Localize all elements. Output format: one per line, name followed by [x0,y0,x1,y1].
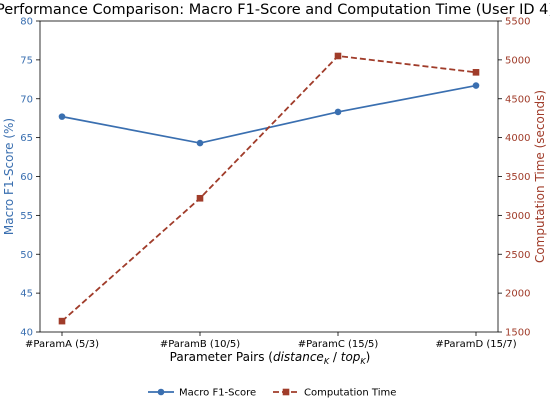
chart-title: Performance Comparison: Macro F1-Score a… [0,2,550,18]
y-left-tick-label: 45 [20,289,33,300]
legend-label: Macro F1-Score [179,388,256,399]
y-left-tick-label: 80 [20,17,33,28]
y-right-tick-label: 4500 [505,94,530,105]
data-point [472,82,480,89]
plot-frame [39,20,499,333]
y-left-tick-label: 50 [20,250,33,261]
y-left-tick-label: 65 [20,133,33,144]
y-left-tick-label: 75 [20,55,33,66]
y-right-tick-label: 4000 [505,133,530,144]
y-right-tick-label: 2000 [505,289,530,300]
y-left-tick-label: 60 [20,172,33,183]
y-left-tick-label: 70 [20,94,33,105]
series-line-1 [61,84,477,144]
data-point [334,52,342,60]
legend-marker [157,388,165,396]
x-tick-label: #ParamB (10/5) [160,339,240,350]
y-left-tick-label: 55 [20,211,33,222]
data-point [58,317,66,325]
data-point [196,139,204,147]
legend-marker [282,388,290,396]
data-point [196,194,204,202]
y-axis-right-label: Computation Time (seconds) [533,90,547,263]
data-point [58,113,66,120]
data-point [472,69,480,76]
y-right-tick-label: 2500 [505,250,530,261]
data-point [334,108,342,116]
x-axis-label: Parameter Pairs (distanceK / topK) [170,350,371,366]
y-left-tick-label: 40 [20,328,33,339]
x-tick-label: #ParamC (15/5) [298,339,379,350]
x-tick-label: #ParamA (5/3) [25,339,99,350]
y-axis-left-label: Macro F1-Score (%) [2,118,16,235]
legend: Macro F1-Score Computation Time [148,388,396,399]
x-tick-label: #ParamD (15/7) [435,339,516,350]
series-line-2 [61,55,477,322]
y-right-tick-label: 3500 [505,172,530,183]
y-right-tick-label: 5000 [505,55,530,66]
y-right-tick-label: 3000 [505,211,530,222]
y-right-tick-label: 1500 [505,328,530,339]
plot-area: 40 45 50 55 60 65 70 75 80 1500 2000 2500 3000 3500 40… [20,17,530,351]
legend-label: Computation Time [304,388,396,399]
y-right-tick-label: 5500 [505,17,530,28]
